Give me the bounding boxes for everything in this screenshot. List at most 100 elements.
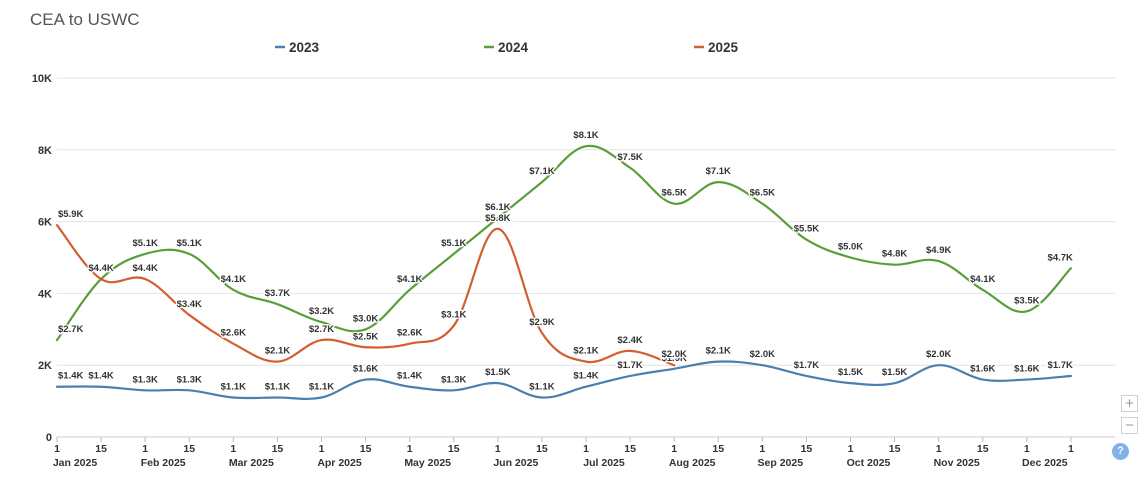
data-label-2024: $6.1K: [485, 202, 510, 213]
x-tick-day-label: 15: [536, 443, 548, 455]
y-tick-label: 6K: [38, 217, 52, 229]
data-label-2023: $1.3K: [177, 374, 202, 385]
data-label-2023: $1.1K: [265, 382, 290, 393]
data-label-2025: $2.6K: [397, 328, 422, 339]
x-tick-month-label: Apr 2025: [317, 457, 362, 469]
data-label-2025: $2.1K: [265, 346, 290, 357]
data-label-2024: $4.1K: [221, 274, 246, 285]
data-label-2023: $1.6K: [970, 364, 995, 375]
data-label-2025: $4.4K: [132, 263, 157, 274]
data-label-2023: $2.1K: [706, 346, 731, 357]
data-label-2023: $1.6K: [353, 364, 378, 375]
legend-item-2024[interactable]: 2024: [484, 40, 529, 55]
x-tick-month-label: Jun 2025: [493, 457, 538, 469]
x-tick-month-label: Jul 2025: [583, 457, 625, 469]
help-icon[interactable]: ?: [1112, 443, 1129, 460]
data-label-2025: $2.0K: [661, 349, 686, 360]
x-tick-day-label: 15: [801, 443, 813, 455]
data-label-2023: $1.9K: [661, 353, 686, 364]
y-tick-label: 8K: [38, 145, 52, 157]
x-tick-month-label: May 2025: [404, 457, 451, 469]
x-tick-day-label: 1: [54, 443, 60, 455]
x-tick-month-label: Dec 2025: [1022, 457, 1068, 469]
data-label-2024: $3.7K: [265, 288, 290, 299]
data-label-2024: $4.8K: [882, 249, 907, 260]
zoom-out-button[interactable]: −: [1121, 417, 1138, 434]
data-label-2024: $6.5K: [750, 188, 775, 199]
legend[interactable]: 2023 2024 2025: [275, 40, 739, 55]
x-tick-month-label: Aug 2025: [669, 457, 716, 469]
data-label-2024: $5.0K: [838, 242, 863, 253]
data-label-2024: $5.1K: [132, 238, 157, 249]
data-label-2024: $6.5K: [661, 188, 686, 199]
legend-label: 2024: [498, 40, 529, 55]
x-tick-day-label: 15: [448, 443, 460, 455]
data-label-layer: $1.4K $1.4K $1.3K $1.3K $1.1K $1.1K $1.1K $1.6K…: [57, 129, 1075, 394]
data-label-2023: $1.1K: [529, 382, 554, 393]
data-label-2025: $2.6K: [221, 328, 246, 339]
data-label-2023: $1.5K: [485, 367, 510, 378]
series-layer: [55, 144, 1073, 401]
data-label-2024: $5.1K: [441, 238, 466, 249]
x-tick-month-label: Jan 2025: [53, 457, 98, 469]
data-label-2023: $1.5K: [882, 367, 907, 378]
x-tick-day-label: 1: [142, 443, 148, 455]
data-label-2023: $1.4K: [88, 371, 113, 382]
x-tick-day-label: 15: [272, 443, 284, 455]
legend-label: 2023: [289, 40, 320, 55]
x-tick-day-label: 1: [1068, 443, 1074, 455]
legend-item-2025[interactable]: 2025: [694, 40, 739, 55]
x-tick-day-label: 1: [583, 443, 589, 455]
data-label-2023: $1.4K: [397, 371, 422, 382]
data-label-2023: $1.5K: [838, 367, 863, 378]
data-label-2024: $7.1K: [529, 166, 554, 177]
data-label-2025: $3.4K: [177, 299, 202, 310]
axis-layer: 0 2K 4K 6K 8K 10K 1 Jan 2025 15 1 Feb 2025 15 1 Mar 2…: [32, 73, 1115, 469]
data-label-2023: $1.3K: [132, 374, 157, 385]
series-line-2024: [55, 144, 1073, 342]
x-tick-day-label: 15: [95, 443, 107, 455]
data-label-2025: $2.7K: [309, 324, 334, 335]
y-tick-label: 2K: [38, 360, 52, 372]
x-tick-day-label: 1: [407, 443, 413, 455]
series-line-2025: [55, 224, 676, 367]
x-tick-day-label: 1: [848, 443, 854, 455]
x-tick-day-label: 1: [759, 443, 765, 455]
x-tick-day-label: 15: [977, 443, 989, 455]
data-label-2023: $1.6K: [1014, 364, 1039, 375]
x-tick-day-label: 1: [671, 443, 677, 455]
data-label-2024: $4.1K: [397, 274, 422, 285]
legend-item-2023[interactable]: 2023: [275, 40, 320, 55]
chart-title: CEA to USWC: [30, 10, 140, 29]
data-label-2024: $4.7K: [1048, 252, 1073, 263]
zoom-in-button[interactable]: +: [1121, 395, 1138, 412]
data-label-2023: $1.7K: [794, 360, 819, 371]
data-label-2025: $4.4K: [88, 263, 113, 274]
x-tick-day-label: 1: [495, 443, 501, 455]
x-tick-month-label: Feb 2025: [141, 457, 186, 469]
data-label-2024: $4.1K: [970, 274, 995, 285]
data-label-2024: $7.1K: [706, 166, 731, 177]
data-label-2025: $2.5K: [353, 331, 378, 342]
x-tick-day-label: 1: [319, 443, 325, 455]
x-tick-day-label: 15: [889, 443, 901, 455]
data-label-2024: $8.1K: [573, 130, 598, 141]
data-label-2025: $2.4K: [617, 335, 642, 346]
data-label-2023: $1.7K: [617, 360, 642, 371]
x-tick-day-label: 15: [712, 443, 724, 455]
data-label-2023: $1.1K: [309, 382, 334, 393]
data-label-2024: $3.0K: [353, 313, 378, 324]
data-label-2023: $2.0K: [926, 349, 951, 360]
x-tick-month-label: Nov 2025: [934, 457, 980, 469]
data-label-2023: $1.3K: [441, 374, 466, 385]
data-label-2024: $3.2K: [309, 306, 334, 317]
series-line-2023: [55, 360, 1073, 401]
data-label-2023: $1.1K: [221, 382, 246, 393]
data-label-2024: $4.9K: [926, 245, 951, 256]
data-label-2023: $2.0K: [750, 349, 775, 360]
x-tick-day-label: 15: [624, 443, 636, 455]
data-label-2024: $3.5K: [1014, 295, 1039, 306]
y-tick-label: 10K: [32, 73, 52, 85]
data-label-2023: $1.4K: [573, 371, 598, 382]
data-label-2024: $5.1K: [177, 238, 202, 249]
